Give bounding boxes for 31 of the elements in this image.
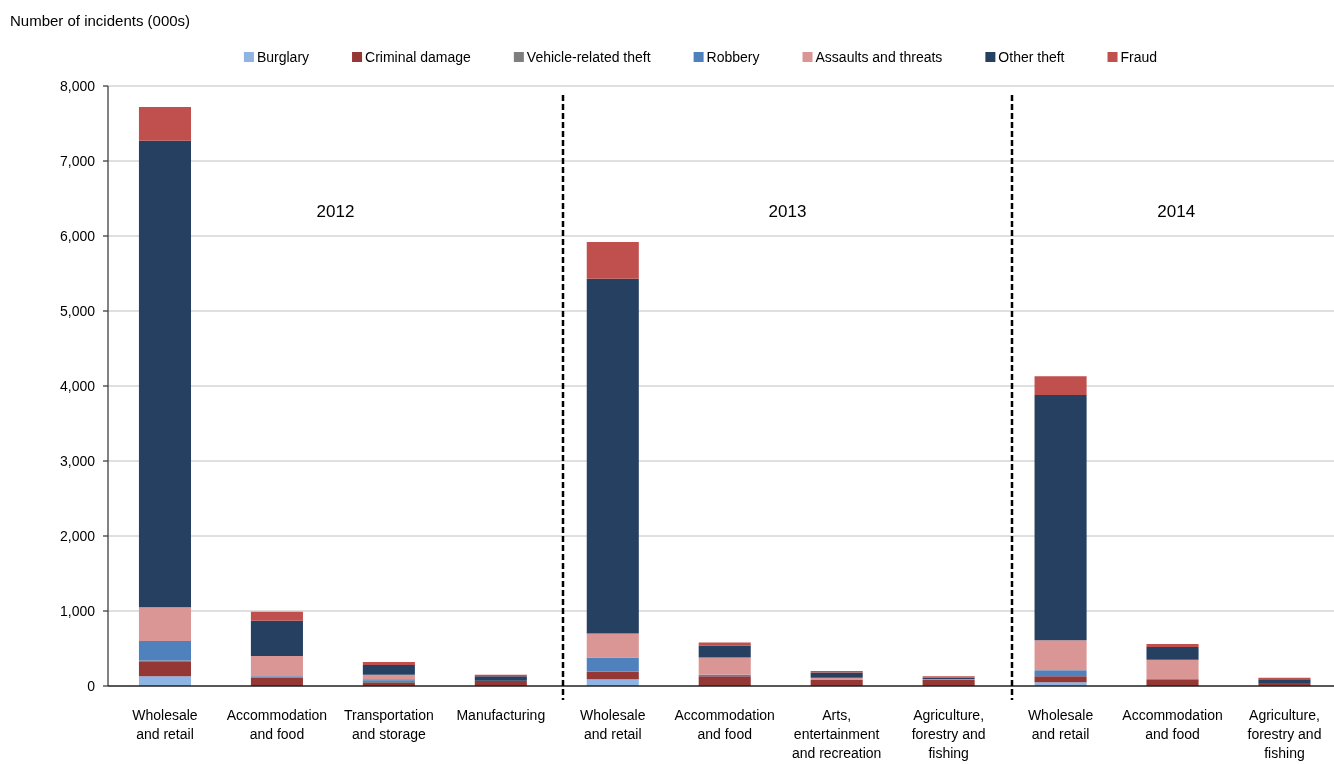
annotation: 2014: [1157, 202, 1196, 221]
annotation: 2012: [316, 202, 355, 221]
x-tick-label: Transportation and storage: [344, 707, 434, 742]
legend-label: Criminal damage: [365, 48, 472, 65]
x-tick-label: Agriculture, forestry and fishing: [911, 707, 986, 761]
legend-label: Vehicle-related theft: [526, 48, 651, 65]
legend-label: Burglary: [256, 48, 310, 65]
x-tick-label: Wholesale and retail: [580, 707, 646, 742]
legend-label: Robbery: [706, 48, 760, 65]
y-tick-label: 6,000: [59, 227, 96, 244]
y-tick-label: 0: [87, 677, 96, 694]
y-tick-label: 3,000: [59, 452, 96, 469]
annotation: 2013: [768, 202, 807, 221]
y-tick-label: 8,000: [59, 77, 96, 94]
y-tick-label: 2,000: [59, 527, 96, 544]
x-tick-label: Arts, entertainment and recreation: [791, 707, 882, 761]
y-tick-label: 4,000: [59, 377, 96, 394]
x-tick-label: Agriculture, forestry and fishing: [1247, 707, 1322, 761]
x-tick-label: Manufacturing: [456, 707, 546, 723]
x-tick-label: Wholesale and retail: [132, 707, 198, 742]
x-tick-label: Accommodation and food: [674, 707, 775, 742]
legend-label: Fraud: [1120, 48, 1158, 65]
x-tick-label: Accommodation and food: [1122, 707, 1223, 742]
y-tick-label: 5,000: [59, 302, 96, 319]
y-axis-title: Number of incidents (000s): [10, 12, 191, 29]
legend-label: Assaults and threats: [815, 48, 943, 65]
y-tick-label: 7,000: [59, 152, 96, 169]
y-tick-label: 1,000: [59, 602, 96, 619]
x-tick-label: Wholesale and retail: [1027, 707, 1094, 742]
legend-label: Other theft: [998, 48, 1065, 65]
x-tick-label: Accommodation and food: [226, 707, 328, 742]
